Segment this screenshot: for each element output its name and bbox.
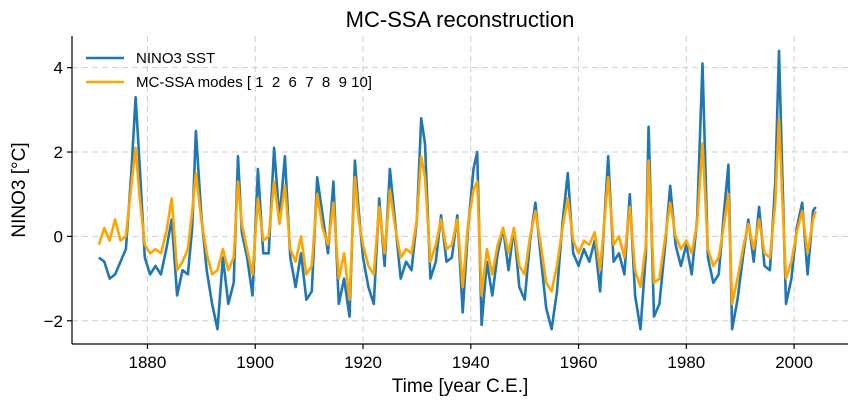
mcssa-series-line — [97, 117, 817, 306]
series-lines — [97, 49, 817, 331]
legend-entry-sst: NINO3 SST — [86, 50, 215, 67]
x-tick-label: 1960 — [560, 353, 598, 372]
x-axis-label: Time [year C.E.] — [392, 376, 529, 397]
legend-entry-mcssa: MC-SSA modes [ 1 2 6 7 8 9 10] — [86, 74, 372, 91]
y-ticks: −2 0 2 4 — [44, 59, 72, 331]
legend-label: NINO3 SST — [136, 50, 215, 67]
x-tick-label: 1920 — [344, 353, 382, 372]
legend: NINO3 SST MC-SSA modes [ 1 2 6 7 8 9 10] — [86, 50, 372, 91]
x-tick-label: 1900 — [236, 353, 274, 372]
x-tick-label: 1980 — [667, 353, 705, 372]
axes — [71, 36, 848, 345]
y-tick-label: 2 — [54, 143, 63, 162]
x-ticks: 1880 1900 1920 1940 1960 1980 2000 — [129, 344, 813, 372]
chart-title: MC-SSA reconstruction — [346, 7, 575, 32]
x-tick-label: 1940 — [452, 353, 490, 372]
sst-series-line — [98, 49, 817, 331]
legend-label: MC-SSA modes [ 1 2 6 7 8 9 10] — [136, 74, 372, 91]
y-axis-label: NINO3 [°C] — [9, 142, 30, 237]
y-tick-label: −2 — [44, 312, 63, 331]
x-tick-label: 2000 — [775, 353, 813, 372]
y-tick-label: 0 — [54, 227, 63, 246]
x-tick-label: 1880 — [129, 353, 167, 372]
y-tick-label: 4 — [54, 59, 63, 78]
